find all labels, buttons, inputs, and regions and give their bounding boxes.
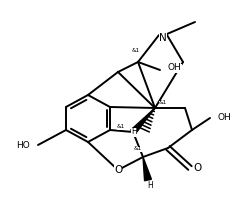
Text: O: O xyxy=(114,165,122,175)
Text: OH: OH xyxy=(168,63,182,72)
Text: OH: OH xyxy=(218,113,232,122)
Text: &1: &1 xyxy=(132,47,140,52)
Polygon shape xyxy=(131,108,155,134)
Text: &1: &1 xyxy=(159,101,167,105)
Text: H: H xyxy=(147,181,153,190)
Text: N: N xyxy=(159,33,167,43)
Text: HO: HO xyxy=(16,140,30,150)
Text: &1: &1 xyxy=(117,125,125,130)
Text: O: O xyxy=(194,163,202,173)
Text: H: H xyxy=(131,127,137,136)
Polygon shape xyxy=(143,157,152,181)
Text: &1: &1 xyxy=(134,147,142,151)
